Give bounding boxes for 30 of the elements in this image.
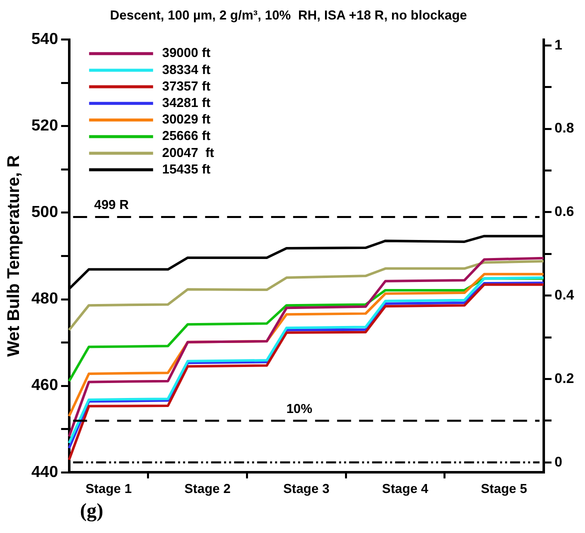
legend-label: 15435 ft xyxy=(162,161,212,176)
x-tick-label: Stage 2 xyxy=(184,480,231,496)
x-tick-label: Stage 3 xyxy=(283,480,330,496)
text: (g) xyxy=(80,500,104,523)
legend-label: 37357 ft xyxy=(162,78,212,94)
legend-label: 39000 ft xyxy=(162,45,212,60)
y2-tick-label: 1 xyxy=(554,36,563,52)
ref-line-label: 499 R xyxy=(94,197,130,212)
legend-label: 34281 ft xyxy=(162,94,212,110)
ref-line-label: 10% xyxy=(286,400,313,416)
legend-label: 25666 ft xyxy=(162,128,212,144)
y-tick-label: 440 xyxy=(31,464,58,481)
y-tick-label: 480 xyxy=(31,290,58,308)
chart-title: Descent, 100 µm, 2 g/m³, 10% RH, ISA +18 R, no blockage xyxy=(110,7,468,22)
x-tick-label: Stage 5 xyxy=(480,480,528,496)
y-tick-label: 520 xyxy=(31,118,58,135)
y2-tick-label: 0.4 xyxy=(554,286,574,302)
y2-tick-label: 0.2 xyxy=(554,370,574,386)
y2-tick-label: 0.6 xyxy=(554,203,574,220)
legend-label: 38334 ft xyxy=(162,62,212,77)
legend-label: 30029 ft xyxy=(162,112,212,127)
x-tick-label: Stage 1 xyxy=(86,480,132,496)
x-tick-label: Stage 4 xyxy=(382,480,430,496)
y-axis-title: Wet Bulb Temperature, R xyxy=(4,155,23,357)
y-tick-label: 540 xyxy=(31,31,58,48)
y2-tick-label: 0.8 xyxy=(554,120,574,136)
y-tick-label: 460 xyxy=(31,377,58,394)
legend-label: 20047 ft xyxy=(162,144,215,160)
y-tick-label: 500 xyxy=(31,204,58,222)
y2-tick-label: 0 xyxy=(554,453,563,470)
